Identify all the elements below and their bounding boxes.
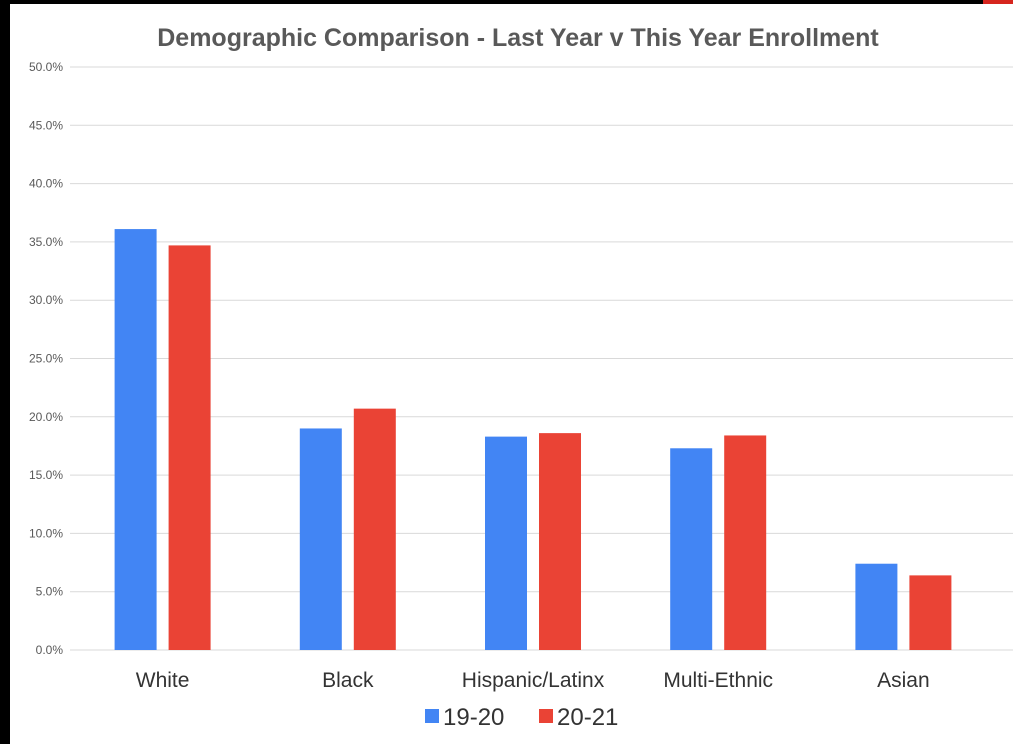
y-tick-label: 50.0% (29, 60, 63, 74)
y-tick-label: 5.0% (36, 585, 64, 599)
legend-label: 19-20 (443, 704, 504, 731)
y-tick-label: 10.0% (29, 526, 63, 540)
legend: 19-20 20-21 (425, 704, 618, 731)
bar-20-21-asian (909, 575, 952, 650)
bar-19-20-multi-ethnic (670, 448, 713, 650)
x-tick-label: Black (322, 669, 374, 692)
chart-title: Demographic Comparison - Last Year v Thi… (157, 24, 879, 52)
legend-swatch (425, 709, 439, 723)
bar-20-21-black (353, 408, 396, 650)
bar-20-21-multi-ethnic (724, 435, 767, 650)
bar-19-20-black (299, 428, 342, 650)
bar-20-21-hispanic-latinx (539, 433, 581, 650)
bars (114, 229, 952, 650)
bar-19-20-white (114, 229, 157, 650)
x-tick-label: Multi-Ethnic (663, 669, 773, 692)
x-tick-label: Asian (877, 669, 930, 692)
bar-19-20-asian (855, 563, 898, 650)
y-tick-label: 35.0% (29, 235, 63, 249)
y-tick-label: 30.0% (29, 293, 63, 307)
x-tick-label: Hispanic/Latinx (462, 669, 605, 692)
y-tick-label: 40.0% (29, 177, 63, 191)
y-tick-label: 0.0% (36, 643, 64, 657)
legend-swatch (539, 709, 553, 723)
chart-panel: Demographic Comparison - Last Year v Thi… (10, 4, 1013, 744)
y-tick-label: 20.0% (29, 410, 63, 424)
corner-mark (983, 0, 1013, 4)
y-tick-label: 15.0% (29, 468, 63, 482)
y-axis-ticks: 0.0% 5.0% 10.0% 15.0% 20.0% 25.0% 30.0% 35.0% 40… (29, 60, 63, 657)
bar-19-20-hispanic-latinx (485, 436, 527, 650)
legend-label: 20-21 (557, 704, 618, 731)
y-tick-label: 45.0% (29, 118, 63, 132)
bar-20-21-white (168, 245, 211, 650)
bar-chart: Demographic Comparison - Last Year v Thi… (29, 24, 1013, 731)
x-tick-label: White (136, 669, 190, 692)
x-axis-labels: White Black Hispanic/Latinx Multi-Ethnic Asi… (136, 669, 930, 692)
y-tick-label: 25.0% (29, 352, 63, 366)
